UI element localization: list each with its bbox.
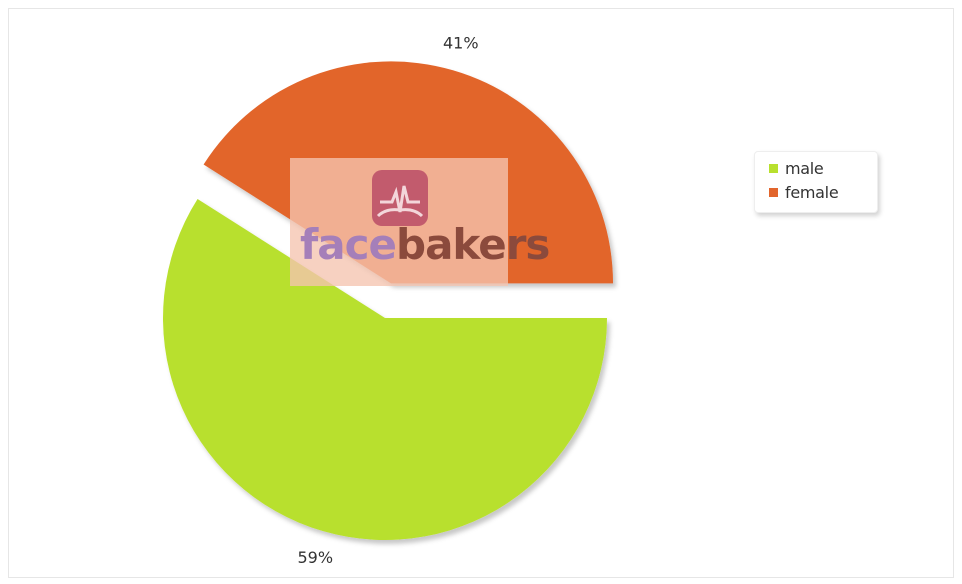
pie-slice-male: [163, 199, 607, 540]
chart-frame: [8, 8, 954, 578]
legend-label-female: female: [785, 182, 839, 202]
chart-legend: male female: [754, 151, 878, 213]
heartbeat-bread-logo-icon: [372, 170, 428, 226]
watermark-logo-text: facebakers: [300, 224, 550, 266]
logo-text-face: face: [300, 220, 397, 269]
facebakers-watermark: facebakers: [290, 158, 550, 286]
legend-item-male: male: [769, 156, 877, 180]
logo-text-bakers: bakers: [396, 220, 550, 269]
legend-label-male: male: [785, 158, 824, 178]
pie-label-male: 59%: [297, 548, 333, 567]
legend-item-female: female: [769, 180, 877, 204]
legend-swatch-female: [769, 187, 778, 197]
pie-label-female: 41%: [443, 33, 479, 52]
legend-swatch-male: [769, 163, 778, 173]
